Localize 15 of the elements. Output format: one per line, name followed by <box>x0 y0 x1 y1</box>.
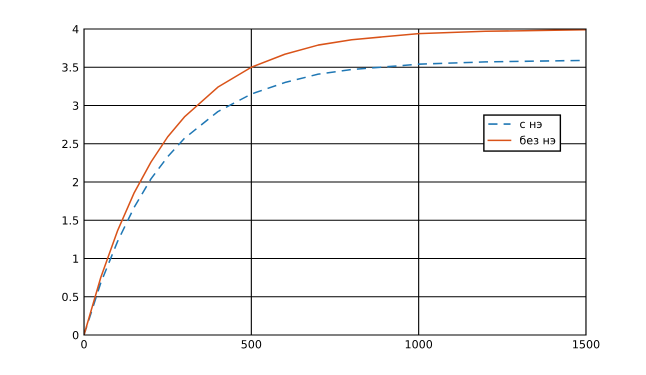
y-tick-label: 2.5 <box>62 140 78 148</box>
legend-label: с нэ <box>520 122 542 128</box>
x-tick-label: 1500 <box>573 340 600 348</box>
y-tick-label: 0 <box>72 330 78 340</box>
x-tick-label: 0 <box>81 340 87 348</box>
y-tick-label: 0.5 <box>62 292 78 302</box>
y-tick-label: 1 <box>73 254 78 263</box>
x-tick-label: 1000 <box>406 340 432 348</box>
y-tick-label: 3 <box>72 101 78 110</box>
legend-label: без нэ <box>520 136 556 144</box>
x-tick-label: 500 <box>242 340 262 348</box>
y-tick-label: 2 <box>72 178 78 186</box>
y-tick-label: 1.5 <box>62 216 78 225</box>
y-tick-label: 3.5 <box>62 63 78 72</box>
y-tick-label: 4 <box>72 25 79 34</box>
